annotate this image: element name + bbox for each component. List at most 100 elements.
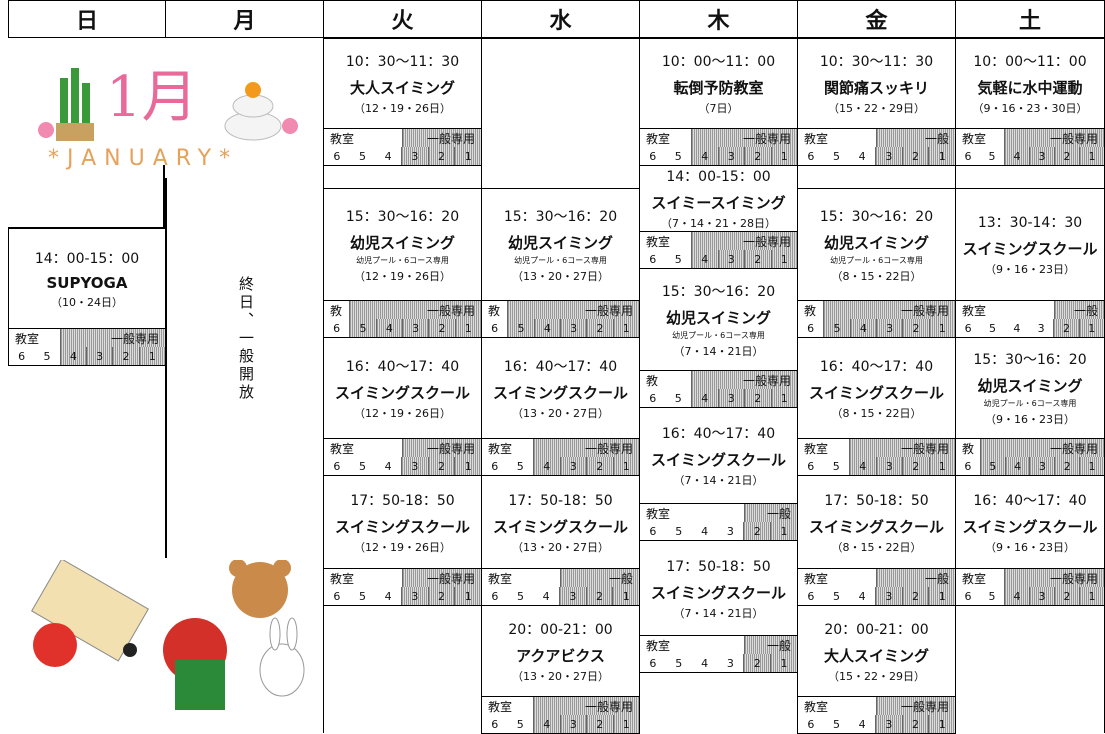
- class-block: 17：50-18：50 スイミングスクール （7・14・21日） 教室 一般 6 5 4 3 2 1: [639, 540, 798, 673]
- lane-number: 1: [454, 587, 482, 605]
- class-block: 15：30〜16：20 幼児スイミング 幼児プール・6コース専用 （9・16・23日）…: [955, 337, 1105, 476]
- lane-number: 2: [112, 347, 139, 365]
- month-kanji: 1月: [106, 65, 198, 130]
- class-info: 20：00-21：00 アクアビクス （13・20・27日）: [482, 606, 639, 696]
- general-label: 一般: [766, 639, 791, 653]
- general-area: [1004, 569, 1104, 587]
- day-header: 日: [8, 0, 166, 38]
- room-label: 教室: [804, 442, 829, 456]
- room-label: 教室: [804, 132, 829, 146]
- class-info: 13：30-14：30 スイミングスクール （9・16・23日）: [956, 189, 1104, 300]
- lane-number: 3: [1029, 587, 1054, 605]
- lane-number: 1: [1079, 457, 1104, 475]
- class-name: 転倒予防教室: [673, 79, 764, 97]
- general-area: [507, 301, 639, 319]
- class-info: 14：00-15：00 SUPYOGA （10・24日）: [9, 229, 165, 328]
- lane-number: 3: [1029, 457, 1055, 475]
- lane-number: 4: [858, 149, 866, 163]
- general-area: [559, 569, 639, 587]
- lane-bar: 教室 一般 6 5 4 3 2 1: [640, 635, 797, 672]
- lane-number: 1: [612, 319, 639, 337]
- class-time: 15：30〜16：20: [819, 208, 934, 225]
- general-label: 一般専用: [1049, 442, 1098, 456]
- lane-number: 2: [901, 587, 929, 605]
- lane-number: 4: [375, 319, 402, 337]
- class-info: 14：00-15：00 スイミースイミング （7・14・21・28日）: [640, 166, 797, 231]
- lane-number: 1: [928, 715, 956, 733]
- class-info: 16：40〜17：40 スイミングスクール （12・19・26日）: [324, 338, 481, 438]
- general-area: [1053, 301, 1104, 319]
- room-label: 教室: [646, 132, 671, 146]
- general-label: 一般専用: [900, 304, 949, 318]
- general-label: 一般専用: [426, 442, 475, 456]
- class-info: 10：00〜11：00 気軽に水中運動 （9・16・23・30日）: [956, 39, 1104, 128]
- class-block: 16：40〜17：40 スイミングスクール （7・14・21日） 教室 一般 6 5 4 3 2 1: [639, 407, 798, 541]
- class-time: 17：50-18：50: [666, 558, 771, 575]
- general-label: 一般専用: [742, 132, 791, 146]
- room-label: 教室: [488, 442, 513, 456]
- lane-number: 6: [964, 149, 972, 163]
- class-detail: 幼児プール・6コース専用: [983, 399, 1077, 408]
- lane-bar: 教室 一般専用 6 5 4 3 2 1: [956, 128, 1104, 165]
- lane-number: 3: [875, 319, 903, 337]
- class-name: スイミングスクール: [334, 517, 470, 536]
- lane-bar: 教室 一般専用 6 5 4 3 2 1: [798, 696, 956, 733]
- lane-number: 5: [517, 589, 524, 603]
- lane-number: 5: [823, 319, 850, 337]
- class-dates: （13・20・27日）: [512, 269, 609, 283]
- lane-number: 6: [964, 459, 972, 473]
- lane-number: 1: [770, 250, 797, 268]
- class-name: スイミングスクール: [492, 383, 628, 402]
- class-name: SUPYOGA: [46, 273, 128, 292]
- class-info: 16：40〜17：40 スイミングスクール （13・20・27日）: [482, 338, 639, 438]
- lane-number: 3: [401, 147, 428, 165]
- lane-number: 1: [1079, 587, 1104, 605]
- lane-number: 1: [138, 347, 165, 365]
- illustration: [31, 560, 305, 710]
- month-art: 1月 *JANUARY*: [8, 38, 323, 178]
- class-detail: 幼児プール・6コース専用: [672, 330, 765, 340]
- general-area: [349, 301, 481, 319]
- room-label: 教室: [330, 442, 355, 456]
- lane-bar: 教一般専用 6 5 4 3 2 1: [798, 300, 955, 337]
- general-label: 一般専用: [110, 332, 159, 346]
- general-label: 一般専用: [426, 572, 475, 586]
- general-label: 一般専用: [742, 374, 791, 388]
- lane-number: 4: [59, 347, 86, 365]
- class-name: スイミースイミング: [651, 194, 786, 212]
- room-label: 教室: [646, 639, 671, 653]
- class-block: 16：40〜17：40 スイミングスクール （13・20・27日） 教室 一般専用 6 5 4…: [481, 337, 640, 476]
- lane-bar: 教室 一般専用 6 5 4 3 2 1: [9, 328, 165, 365]
- lane-bar: 教室 一般 6 5 4 3 2 1: [956, 300, 1104, 337]
- lane-number: 6: [333, 459, 341, 473]
- divider: [8, 165, 165, 228]
- class-time: 15：30〜16：20: [973, 352, 1087, 368]
- class-dates: （7・14・21・28日）: [661, 217, 776, 230]
- general-area: [849, 439, 955, 457]
- lane-number: 3: [875, 147, 902, 165]
- lane-bar: 教一般専用 6 5 4 3 2 1: [482, 300, 639, 337]
- lane-number: 4: [542, 589, 550, 603]
- general-area: [823, 301, 955, 319]
- lane-number: 3: [717, 147, 744, 165]
- class-dates: （9・16・23日）: [985, 263, 1075, 276]
- class-name: スイミングスクール: [962, 240, 1098, 258]
- day-header: 火: [323, 0, 482, 38]
- class-block: 20：00-21：00 大人スイミング （15・22・29日） 教室 一般専用 6 5 4 3 2…: [797, 605, 956, 734]
- class-info: 15：30〜16：20 幼児スイミング 幼児プール・6コース専用 （8・15・22日）: [798, 189, 955, 300]
- lane-number: 6: [491, 589, 499, 603]
- class-info: 17：50-18：50 スイミングスクール （12・19・26日）: [324, 476, 481, 568]
- lane-number: 5: [674, 391, 682, 405]
- class-block: 16：40〜17：40 スイミングスクール （9・16・23日） 教室 一般専用 6 5 4 3…: [955, 475, 1105, 606]
- class-block: 15：30〜16：20 幼児スイミング 幼児プール・6コース専用 （12・19・26日…: [323, 188, 482, 338]
- lane-bar: 教一般専用 6 5 4 3 2 1: [640, 370, 797, 407]
- lane-number: 1: [928, 457, 955, 475]
- class-name: 幼児スイミング: [507, 233, 613, 252]
- class-block: 10：30〜11：30 大人スイミング （12・19・26日） 教室 一般専用 6 5 4 3 2…: [323, 38, 482, 166]
- class-dates: （7・14・21日）: [673, 474, 764, 487]
